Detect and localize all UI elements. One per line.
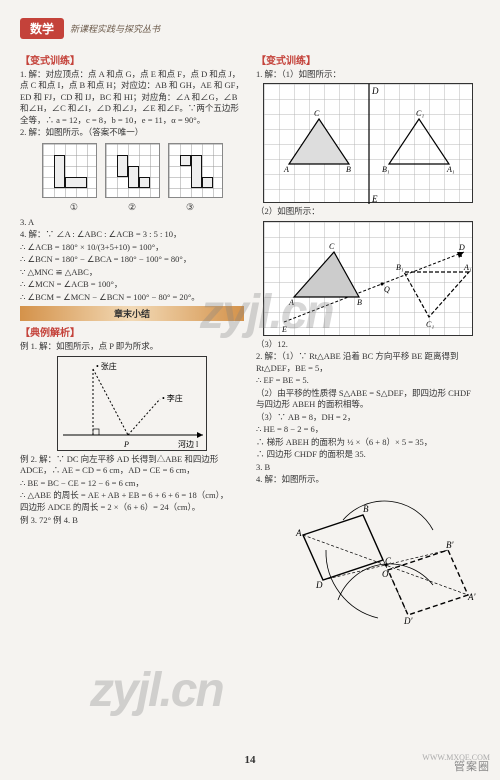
svg-text:E: E bbox=[281, 325, 287, 334]
sol-4d: ∵ △MNC ≌ △ABC， bbox=[20, 267, 244, 278]
svg-text:B: B bbox=[363, 504, 369, 514]
svg-text:C: C bbox=[314, 109, 320, 118]
r-p2: （2）如图所示： bbox=[256, 206, 480, 217]
caption-1: ① bbox=[70, 202, 78, 213]
sol-4b: ∴ ∠ACB = 180° × 10/(3+5+10) = 100°， bbox=[20, 242, 244, 253]
r-p4c: （2）由平移的性质得 S△ABE = S△DEF，即四边形 CHDF 与四边形 … bbox=[256, 388, 480, 411]
ex1: 例 1. 解：如图所示，点 P 即为所求。 bbox=[20, 341, 244, 352]
svg-text:A₁: A₁ bbox=[463, 263, 472, 272]
right-figure-4: A B C D O A' D' B' bbox=[278, 490, 458, 620]
r-p4a: 2. 解：（1）∵ Rt△ABE 沿着 BC 方向平移 BE 距离得到 Rt△D… bbox=[256, 351, 480, 374]
left-column: 【变式训练】 1. 解：对应顶点：点 A 和点 G，点 E 和点 F，点 D 和… bbox=[20, 49, 244, 624]
section-variant-training: 【变式训练】 bbox=[20, 52, 244, 67]
caption-3: ③ bbox=[186, 202, 194, 213]
example1-figure: • 张庄 • 李庄 河边 l P bbox=[57, 356, 207, 451]
caption-2: ② bbox=[128, 202, 136, 213]
label-zhang: • 张庄 bbox=[96, 361, 117, 371]
svg-text:C₁: C₁ bbox=[416, 109, 424, 118]
svg-text:C: C bbox=[329, 242, 335, 251]
pentomino-figures bbox=[20, 143, 244, 198]
r-p6: 4. 解：如图所示。 bbox=[256, 474, 480, 485]
right-figure-1: D E A B C A₁ B₁ C₁ bbox=[263, 83, 473, 203]
svg-text:Q: Q bbox=[384, 285, 390, 294]
svg-text:A: A bbox=[288, 298, 294, 307]
header: 数学 新课程实践与探究丛书 bbox=[20, 18, 480, 39]
svg-text:B: B bbox=[357, 298, 362, 307]
sol-4f: ∴ ∠BCM = ∠MCN − ∠BCN = 100° − 80° = 20°。 bbox=[20, 292, 244, 303]
r-p1: 1. 解：（1）如图所示： bbox=[256, 69, 480, 80]
right-column: 【变式训练】 1. 解：（1）如图所示： D E A B C A₁ B₁ C₁ … bbox=[256, 49, 480, 624]
subject-badge: 数学 bbox=[20, 18, 64, 39]
svg-text:A: A bbox=[295, 528, 302, 538]
ex2c: ∴ △ABE 的周长 = AE + AB + EB = 6 + 6 + 6 = … bbox=[20, 490, 244, 501]
page: 数学 新课程实践与探究丛书 【变式训练】 1. 解：对应顶点：点 A 和点 G，… bbox=[0, 0, 500, 780]
ex2d: 四边形 ADCE 的周长 = 2 ×（6 + 6）= 24（cm）。 bbox=[20, 502, 244, 513]
r-p4b: ∴ EF = BE = 5. bbox=[256, 375, 480, 386]
watermark-2: zyjl.cn bbox=[90, 663, 223, 718]
svg-text:B₁: B₁ bbox=[382, 165, 390, 174]
figure-1 bbox=[42, 143, 97, 198]
svg-text:A: A bbox=[283, 165, 289, 174]
ex34: 例 3. 72° 例 4. B bbox=[20, 515, 244, 526]
columns: 【变式训练】 1. 解：对应顶点：点 A 和点 G，点 E 和点 F，点 D 和… bbox=[20, 49, 480, 624]
section-variant-training-r: 【变式训练】 bbox=[256, 52, 480, 67]
svg-text:A₁: A₁ bbox=[446, 165, 455, 174]
section-examples: 【典例解析】 bbox=[20, 324, 244, 339]
r-p4e: ∴ HE = 8 − 2 = 6， bbox=[256, 424, 480, 435]
svg-text:C₁: C₁ bbox=[426, 320, 434, 329]
r-p5: 3. B bbox=[256, 462, 480, 473]
series-subtitle: 新课程实践与探究丛书 bbox=[70, 22, 160, 35]
sol-1: 1. 解：对应顶点：点 A 和点 G，点 E 和点 F，点 D 和点 J，点 C… bbox=[20, 69, 244, 126]
figure-captions: ① ② ③ bbox=[20, 202, 244, 213]
ans-3: 3. A bbox=[20, 217, 244, 228]
label-river: 河边 l bbox=[178, 439, 199, 449]
sol-4e: ∴ ∠MCN = ∠ACB = 100°， bbox=[20, 279, 244, 290]
figure-3 bbox=[168, 143, 223, 198]
svg-text:B': B' bbox=[446, 540, 454, 550]
sol-4a: 4. 解：∵ ∠A : ∠ABC : ∠ACB = 3 : 5 : 10， bbox=[20, 229, 244, 240]
chapter-bar: 章末小结 bbox=[20, 306, 244, 321]
r-p4f: ∴ 梯形 ABEH 的面积为 ½ ×（6 + 8）× 5 = 35， bbox=[256, 437, 480, 448]
ex2b: ∴ BE = BC − CE = 12 − 6 = 6 cm， bbox=[20, 478, 244, 489]
corner-brand: 管案圈 bbox=[454, 758, 490, 774]
r-p4d: （3）∵ AB = 8，DH = 2， bbox=[256, 412, 480, 423]
svg-text:B₁: B₁ bbox=[396, 263, 404, 272]
svg-text:D: D bbox=[315, 580, 323, 590]
svg-text:B: B bbox=[346, 165, 351, 174]
label-P: P bbox=[123, 440, 129, 449]
svg-text:A': A' bbox=[467, 592, 476, 602]
ex2a: 例 2. 解：∵ DC 向左平移 AD 长得到△ABE 和四边形 ADCE，∴ … bbox=[20, 454, 244, 477]
svg-text:D: D bbox=[458, 243, 465, 252]
svg-text:D: D bbox=[371, 86, 379, 96]
svg-text:E: E bbox=[371, 194, 378, 204]
figure-2 bbox=[105, 143, 160, 198]
sol-2: 2. 解：如图所示。（答案不唯一） bbox=[20, 127, 244, 138]
r-p4g: ∴ 四边形 CHDF 的面积是 35. bbox=[256, 449, 480, 460]
svg-text:D': D' bbox=[403, 616, 413, 626]
sol-4c: ∴ ∠BCN = 180° − ∠BCA = 180° − 100° = 80°… bbox=[20, 254, 244, 265]
label-li: • 李庄 bbox=[162, 393, 183, 403]
r-p3: （3）12. bbox=[256, 339, 480, 350]
right-figure-2: E D A B C Q A₁ B₁ C₁ bbox=[263, 221, 473, 336]
